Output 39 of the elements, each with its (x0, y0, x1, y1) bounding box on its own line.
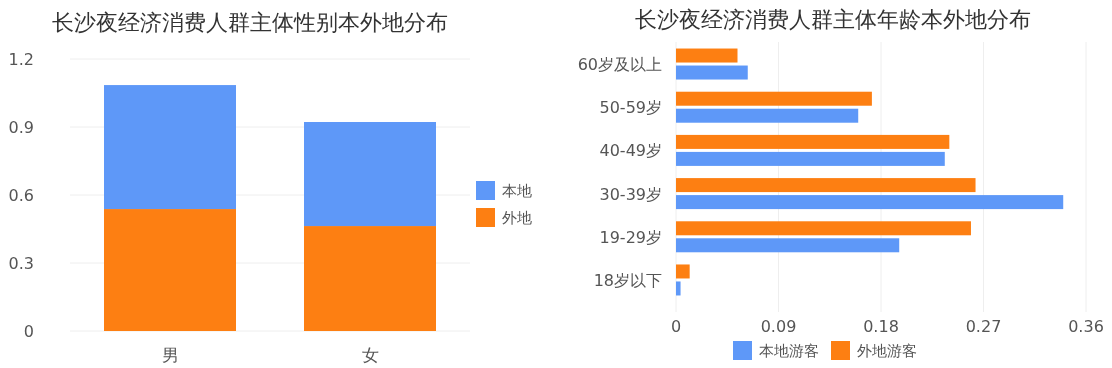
y-tick-label: 18岁以下 (593, 270, 662, 290)
bar (676, 178, 976, 193)
y-tick-label: 19-29岁 (599, 227, 662, 247)
x-tick-label: 0.18 (863, 317, 899, 336)
bar (676, 91, 872, 106)
bar (676, 221, 971, 236)
y-tick-label: 0.6 (8, 186, 34, 205)
x-tick-label: 0.27 (965, 317, 1002, 336)
legend-label: 外地游客 (857, 342, 917, 360)
bar (104, 209, 236, 331)
bar (676, 65, 748, 80)
legend-label: 本地 (502, 182, 532, 200)
bar (304, 226, 436, 331)
bar (104, 85, 236, 210)
bar (676, 134, 950, 149)
x-tick-label: 0.36 (1068, 317, 1104, 336)
bar (676, 281, 681, 296)
y-tick-label: 1.2 (8, 50, 34, 69)
legend-label: 外地 (502, 209, 532, 227)
x-tick-label: 0 (670, 317, 682, 336)
y-tick-label: 0.9 (8, 118, 34, 137)
x-tick-label: 男 (161, 345, 179, 365)
y-tick-label: 30-39岁 (599, 184, 662, 204)
legend-label: 本地游客 (759, 342, 819, 360)
chart-title: 长沙夜经济消费人群主体年龄本外地分布 (635, 7, 1031, 32)
y-tick-label: 0.3 (8, 254, 34, 273)
bar (676, 108, 859, 123)
y-tick-label: 60岁及以上 (577, 55, 662, 75)
bar (676, 195, 1064, 210)
bar (676, 48, 738, 63)
bar (676, 264, 690, 279)
bar (304, 122, 436, 227)
x-tick-label: 0.09 (760, 317, 797, 336)
x-tick-label: 女 (361, 345, 379, 365)
y-tick-label: 50-59岁 (599, 98, 662, 118)
y-tick-label: 40-49岁 (599, 141, 662, 161)
bar (676, 238, 900, 253)
chart-title: 长沙夜经济消费人群主体性别本外地分布 (52, 10, 448, 35)
bar (676, 151, 945, 166)
